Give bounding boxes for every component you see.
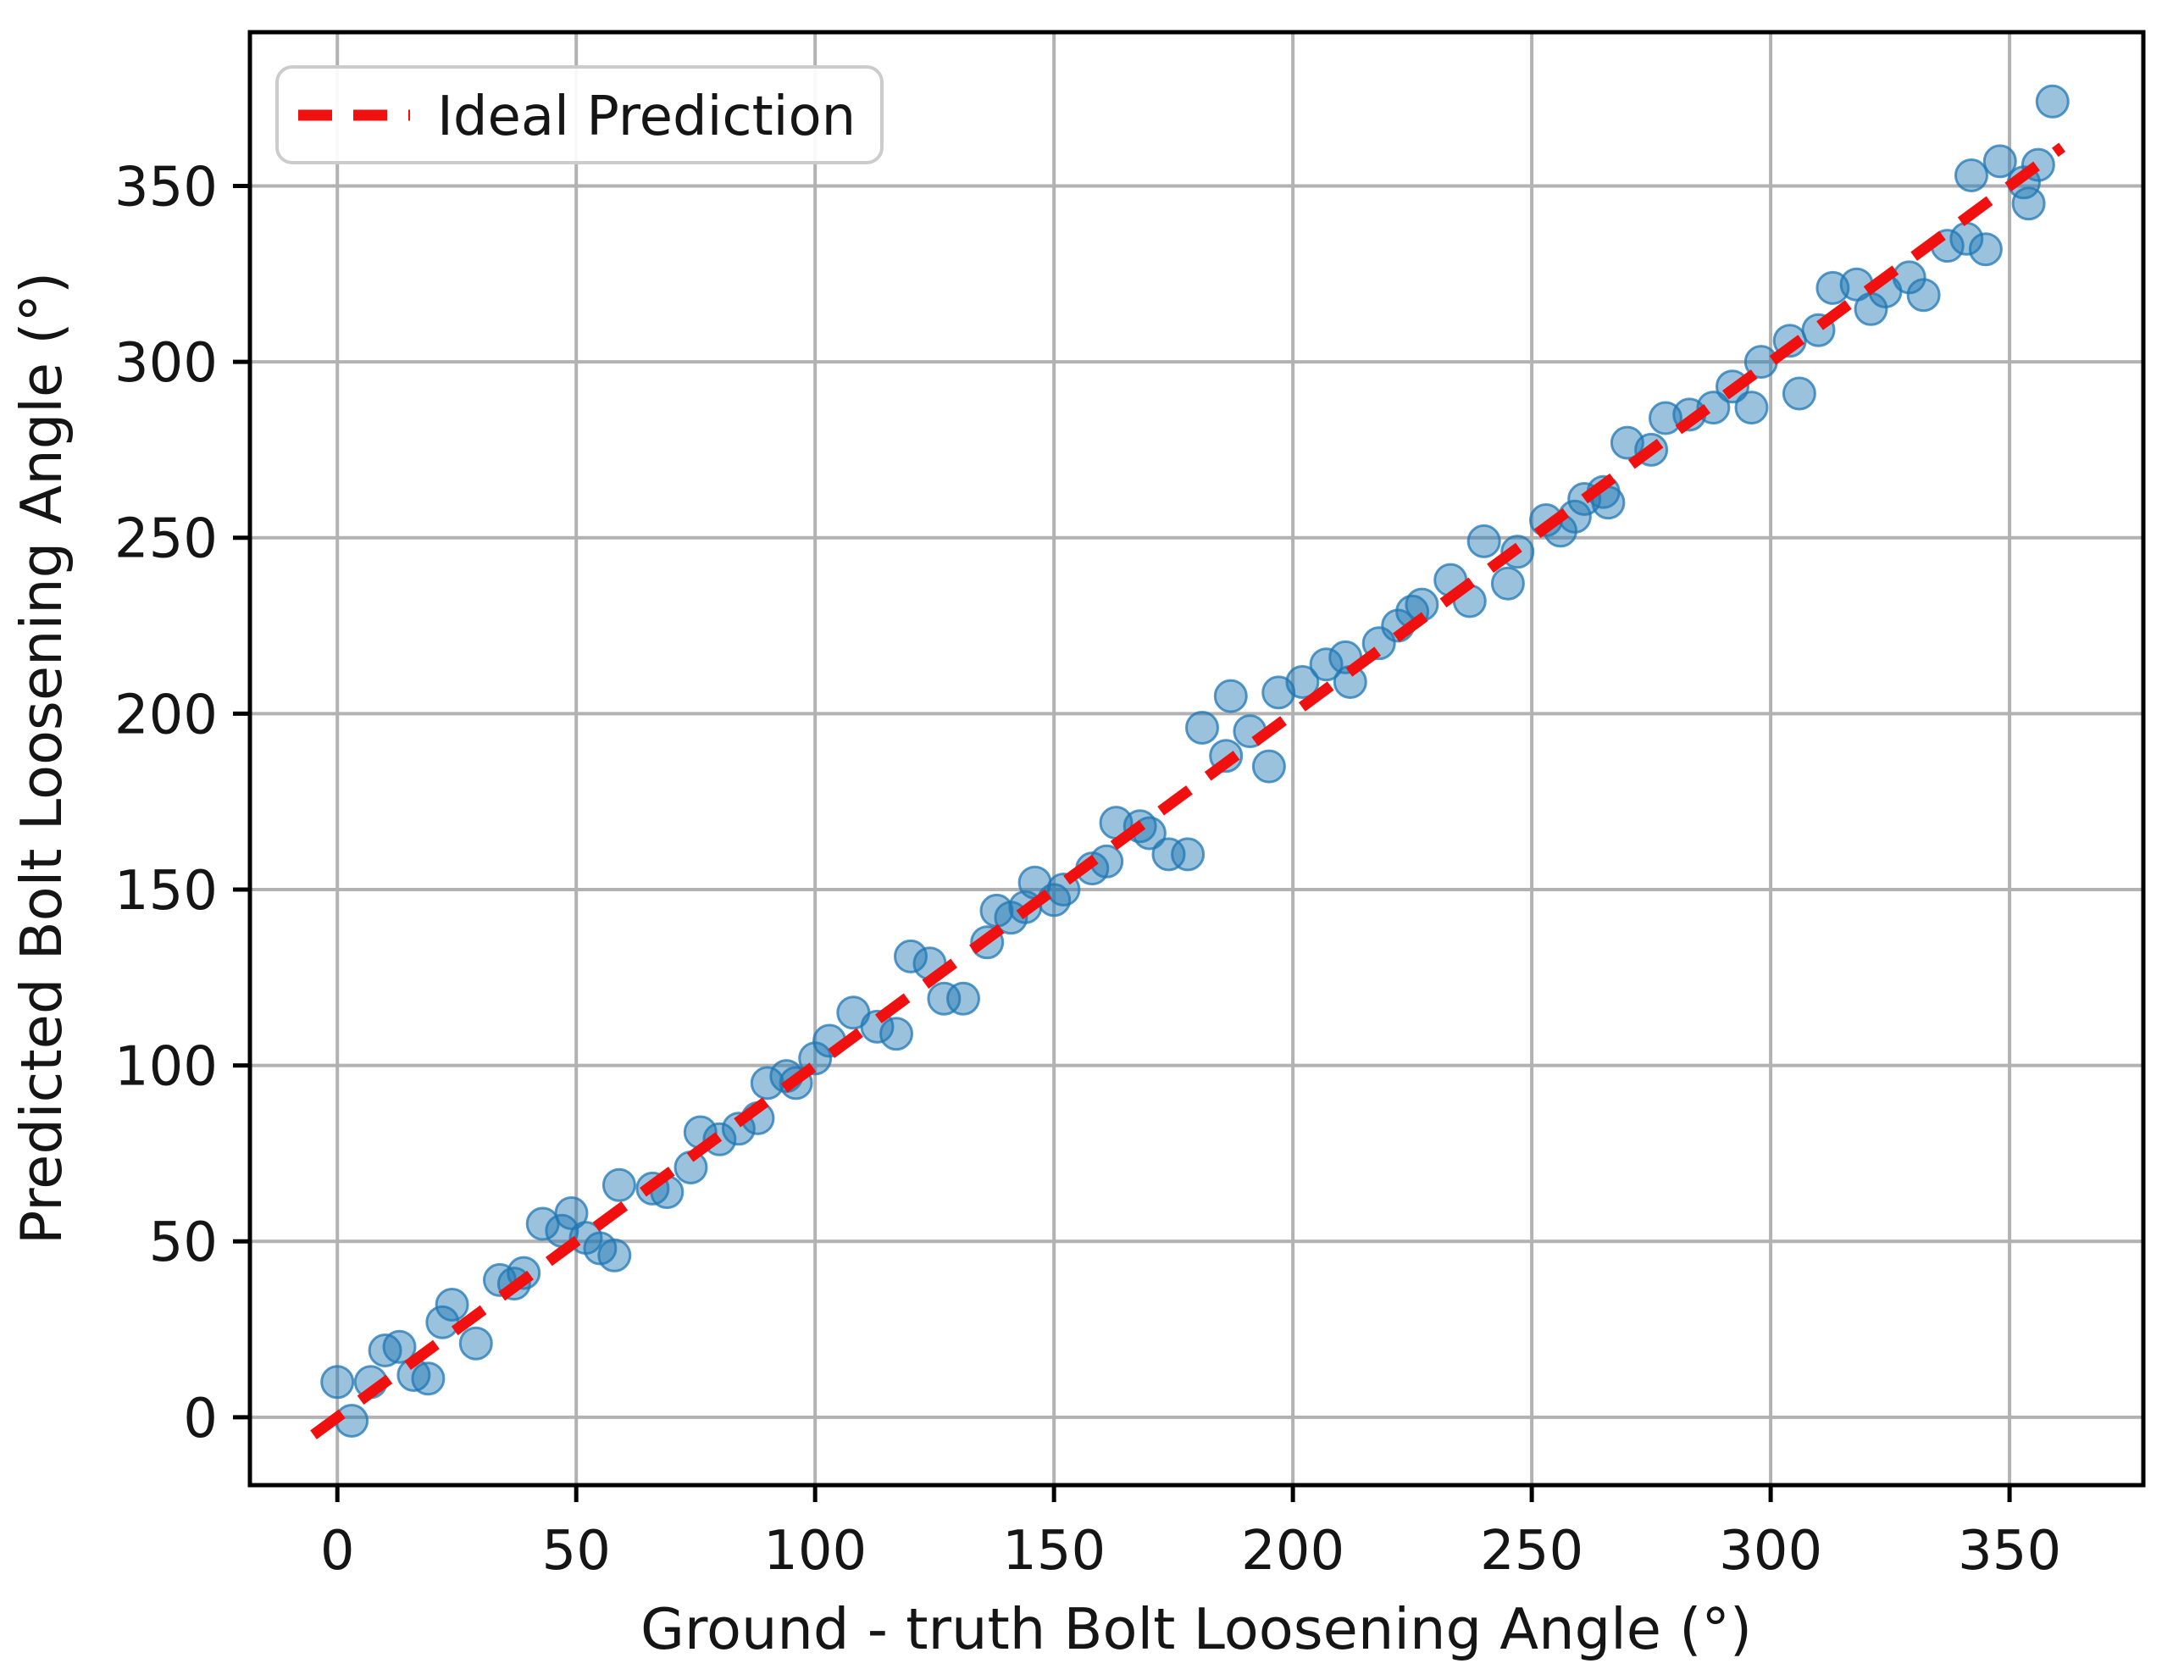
scatter-point <box>946 981 980 1016</box>
scatter-point <box>1954 158 1988 192</box>
x-tick-label: 50 <box>541 1520 610 1583</box>
scatter-point <box>1309 647 1344 682</box>
y-tick-label: 350 <box>114 156 218 219</box>
plot-frame <box>247 30 2146 1488</box>
scatter-point <box>597 1238 632 1272</box>
legend: Ideal Prediction <box>275 65 884 164</box>
x-tick-label: 200 <box>1241 1520 1344 1583</box>
scatter-point <box>1185 711 1219 745</box>
scatter-point <box>601 1167 636 1202</box>
scatter-point <box>1782 376 1816 411</box>
x-tick-label: 150 <box>1002 1520 1106 1583</box>
x-tick-label: 0 <box>320 1520 355 1583</box>
y-tick-label: 0 <box>183 1388 218 1450</box>
scatter-point <box>1982 144 2017 179</box>
scatter-point <box>1285 665 1320 699</box>
scatter-point <box>1171 837 1206 872</box>
scatter-point <box>1906 278 1941 313</box>
scatter-point <box>1968 232 2003 267</box>
y-tick-label: 50 <box>149 1211 218 1274</box>
scatter-point <box>894 939 928 973</box>
x-axis-label: Ground - truth Bolt Loosening Angle (°) <box>640 1596 1752 1662</box>
y-tick-label: 150 <box>114 860 218 923</box>
y-axis-label: Predicted Bolt Loosening Angle (°) <box>8 272 75 1245</box>
scatter-point <box>382 1329 417 1364</box>
x-tick-label: 300 <box>1719 1520 1822 1583</box>
x-tick-label: 250 <box>1480 1520 1583 1583</box>
scatter-point <box>1466 524 1501 558</box>
scatter-point <box>435 1288 469 1322</box>
scatter-point <box>1251 749 1286 784</box>
scatter-point <box>554 1196 589 1230</box>
scatter-point <box>2011 186 2046 221</box>
grid <box>250 32 2143 1485</box>
tick-marks: 0 50 100 150 200 250 300 350 0 50 100 150 200 250 300 3… <box>114 156 2061 1583</box>
ideal-prediction-line <box>310 142 2065 1439</box>
scatter-series <box>320 84 2070 1438</box>
y-tick-label: 100 <box>114 1036 218 1099</box>
scatter-point <box>1734 391 1769 425</box>
scatter-point <box>879 1017 913 1051</box>
scatter-point <box>927 981 962 1016</box>
scatter-point <box>1151 837 1186 872</box>
y-tick-label: 200 <box>114 684 218 746</box>
x-tick-label: 100 <box>763 1520 867 1583</box>
legend-label: Ideal Prediction <box>437 86 856 148</box>
scatter-point <box>2035 84 2070 119</box>
scatter-point <box>458 1326 493 1361</box>
y-tick-label: 300 <box>114 332 218 395</box>
scatter-point <box>411 1361 446 1396</box>
legend-box <box>275 65 884 164</box>
scatter-point <box>320 1365 355 1400</box>
scatter-point <box>1213 679 1248 713</box>
y-tick-label: 250 <box>114 508 218 571</box>
scatter-point <box>1490 566 1525 601</box>
x-tick-label: 350 <box>1958 1520 2061 1583</box>
